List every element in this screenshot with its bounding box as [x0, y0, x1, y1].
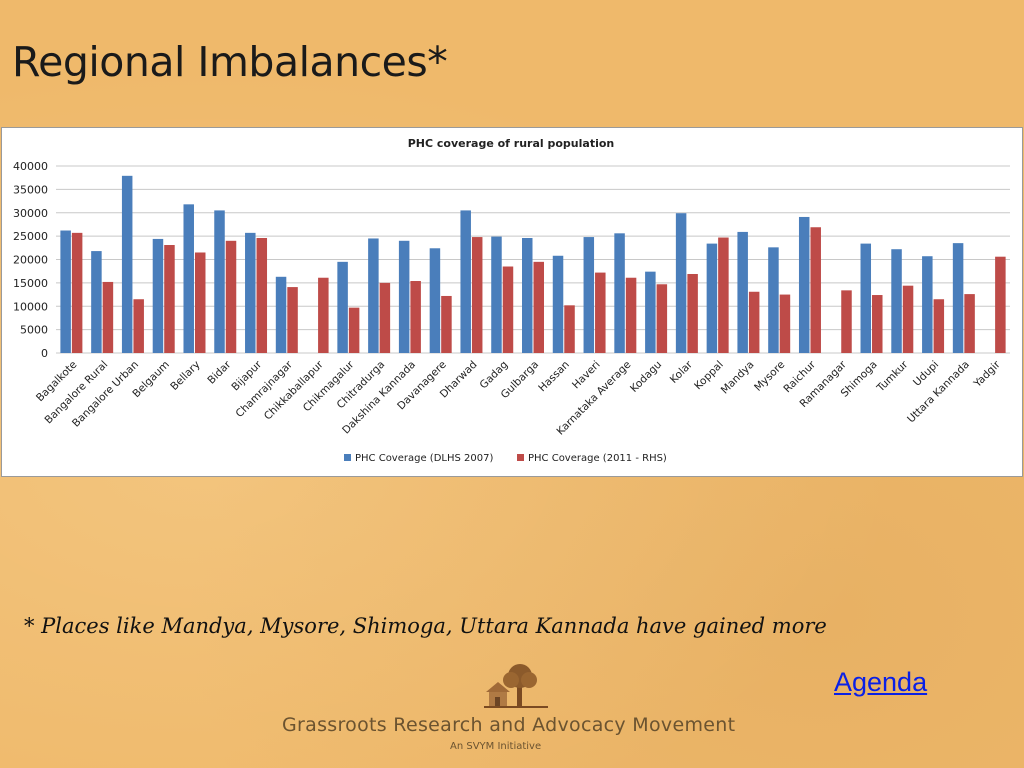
bar-rhs-2011 — [810, 227, 821, 353]
bar-dlhs-2007 — [460, 210, 471, 353]
bar-rhs-2011 — [441, 295, 452, 353]
x-tick-label: Kodagu — [628, 359, 664, 395]
bar-dlhs-2007 — [737, 231, 748, 353]
x-tick-label: Mandya — [719, 359, 757, 397]
x-tick-label: Bidar — [205, 358, 233, 386]
x-tick-label: Tumkur — [874, 358, 911, 395]
bar-dlhs-2007 — [214, 210, 225, 353]
bar-dlhs-2007 — [91, 251, 102, 353]
page-title: Regional Imbalances* — [12, 38, 448, 86]
legend-swatch — [344, 454, 351, 461]
y-tick-label: 35000 — [13, 183, 48, 196]
tree-house-logo-icon — [484, 664, 548, 708]
bar-rhs-2011 — [964, 294, 975, 353]
bar-rhs-2011 — [902, 285, 914, 353]
y-tick-label: 5000 — [20, 324, 48, 337]
bar-dlhs-2007 — [491, 236, 502, 353]
bar-dlhs-2007 — [860, 243, 872, 353]
chart-legend: PHC Coverage (DLHS 2007) PHC Coverage (20… — [344, 453, 667, 464]
bar-dlhs-2007 — [583, 237, 595, 353]
bar-rhs-2011 — [995, 256, 1006, 353]
bar-rhs-2011 — [502, 266, 514, 353]
bar-rhs-2011 — [564, 305, 575, 353]
bar-rhs-2011 — [133, 299, 144, 353]
bar-dlhs-2007 — [183, 204, 194, 353]
legend-label: PHC Coverage (2011 - RHS) — [528, 453, 667, 464]
bars — [60, 175, 1006, 353]
bar-rhs-2011 — [256, 237, 268, 353]
bar-rhs-2011 — [748, 291, 760, 353]
x-tick-label: Bellary — [168, 359, 202, 393]
y-tick-label: 20000 — [13, 254, 48, 267]
y-tick-label: 40000 — [13, 160, 48, 173]
bar-dlhs-2007 — [706, 243, 718, 353]
x-tick-label: Hassan — [536, 359, 572, 395]
bar-dlhs-2007 — [522, 237, 533, 353]
bar-rhs-2011 — [533, 261, 544, 353]
chart-panel: 0 5000 10000 15000 20000 25000 30000 35000 40000… — [1, 127, 1023, 477]
footnote: * Places like Mandya, Mysore, Shimoga, U… — [24, 614, 827, 638]
chart-title: PHC coverage of rural population — [408, 137, 615, 150]
bar-rhs-2011 — [718, 237, 729, 353]
bar-rhs-2011 — [656, 284, 668, 353]
bar-dlhs-2007 — [152, 238, 164, 353]
bar-rhs-2011 — [841, 290, 852, 353]
bar-rhs-2011 — [71, 232, 83, 353]
bar-dlhs-2007 — [952, 243, 964, 353]
bar-rhs-2011 — [471, 237, 483, 353]
bar-dlhs-2007 — [552, 255, 564, 353]
bar-dlhs-2007 — [675, 213, 687, 353]
legend-swatch — [517, 454, 524, 461]
bar-rhs-2011 — [194, 252, 206, 353]
bar-rhs-2011 — [164, 245, 175, 353]
bar-rhs-2011 — [625, 277, 637, 353]
bar-rhs-2011 — [595, 272, 606, 353]
bar-dlhs-2007 — [398, 240, 410, 353]
y-tick-label: 25000 — [13, 230, 48, 243]
x-tick-label: Kolar — [668, 358, 696, 386]
bar-rhs-2011 — [872, 295, 883, 353]
y-tick-label: 10000 — [13, 300, 48, 313]
organization-subtitle: An SVYM Initiative — [450, 741, 542, 752]
bar-dlhs-2007 — [922, 256, 933, 353]
bar-dlhs-2007 — [798, 216, 810, 353]
bar-rhs-2011 — [379, 282, 391, 353]
bar-dlhs-2007 — [368, 238, 379, 353]
bar-dlhs-2007 — [891, 249, 902, 353]
x-tick-label: Yadgir — [971, 358, 1003, 390]
bar-rhs-2011 — [348, 307, 360, 353]
bar-dlhs-2007 — [245, 232, 256, 353]
bar-dlhs-2007 — [275, 276, 287, 353]
legend-label: PHC Coverage (DLHS 2007) — [355, 453, 493, 464]
bar-rhs-2011 — [410, 281, 421, 353]
y-tick-label: 30000 — [13, 207, 48, 220]
bar-rhs-2011 — [318, 277, 329, 353]
bar-rhs-2011 — [933, 299, 945, 353]
bar-rhs-2011 — [225, 240, 237, 353]
y-tick-label: 0 — [41, 347, 48, 360]
y-tick-label: 15000 — [13, 277, 48, 290]
agenda-link[interactable]: Agenda — [834, 667, 928, 697]
bar-rhs-2011 — [687, 273, 698, 353]
bar-dlhs-2007 — [645, 271, 656, 353]
y-axis-ticks: 0 5000 10000 15000 20000 25000 30000 35000 40000 — [13, 160, 48, 360]
bar-chart: 0 5000 10000 15000 20000 25000 30000 35000 40000… — [13, 137, 1010, 464]
bar-rhs-2011 — [287, 287, 298, 353]
organization-name: Grassroots Research and Advocacy Movemen… — [282, 714, 736, 736]
bar-dlhs-2007 — [121, 175, 133, 353]
bar-dlhs-2007 — [337, 261, 348, 353]
bar-dlhs-2007 — [60, 230, 71, 353]
bar-rhs-2011 — [779, 294, 791, 353]
bar-dlhs-2007 — [768, 247, 779, 353]
bar-dlhs-2007 — [429, 248, 441, 353]
bar-dlhs-2007 — [614, 233, 625, 353]
bar-rhs-2011 — [102, 281, 114, 353]
